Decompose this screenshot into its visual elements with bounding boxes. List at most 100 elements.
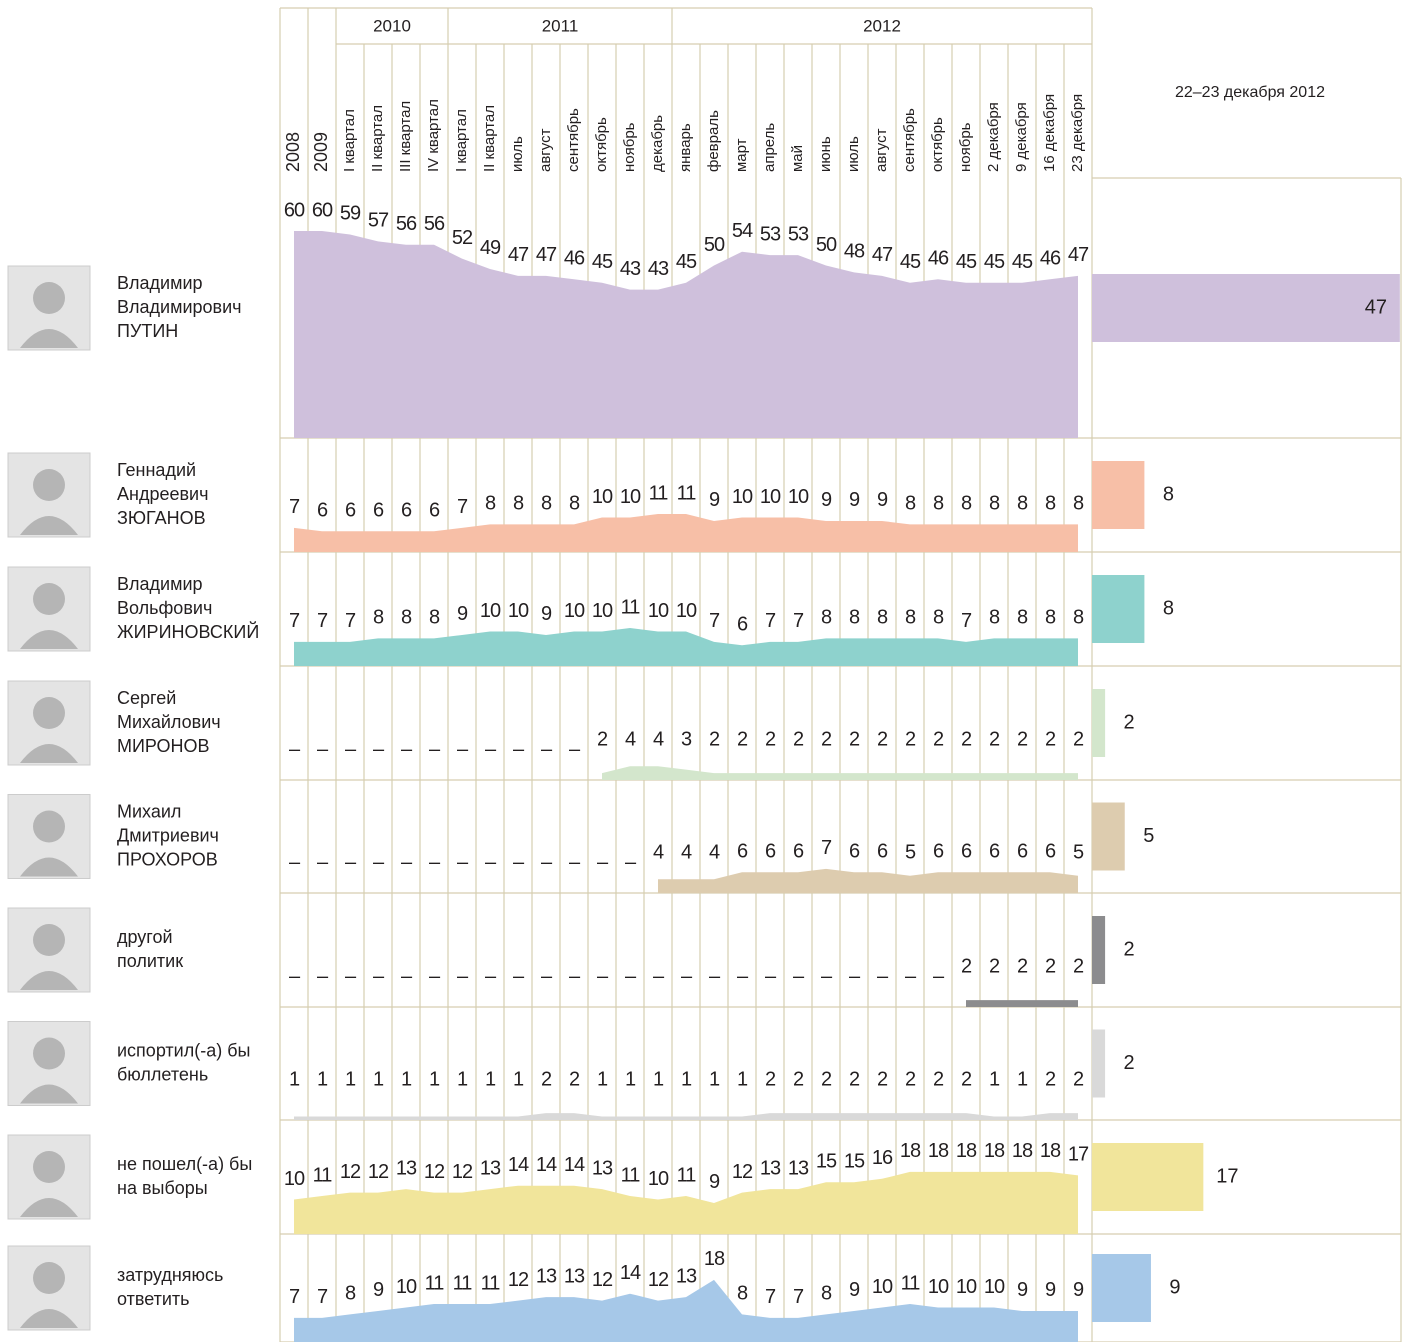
value-label: 12: [368, 1161, 389, 1183]
value-label: –: [597, 851, 609, 873]
value-label: 7: [317, 1286, 328, 1308]
row-name: Владимир: [117, 574, 203, 594]
value-label: –: [485, 965, 497, 987]
current-value: 2: [1124, 938, 1135, 960]
value-label: 47: [1068, 244, 1089, 266]
value-label: 43: [648, 258, 669, 280]
value-label: 10: [760, 486, 781, 508]
period-label: октябрь: [593, 117, 610, 172]
period-label: 9 декабря: [1013, 102, 1030, 172]
period-label: 2 декабря: [985, 102, 1002, 172]
value-label: 12: [508, 1269, 529, 1291]
value-label: 46: [1040, 248, 1061, 270]
period-label: май: [789, 145, 806, 172]
value-label: 10: [928, 1276, 949, 1298]
current-bar: [1092, 803, 1125, 871]
value-label: 2: [877, 1068, 888, 1090]
value-label: –: [289, 851, 301, 873]
value-label: 5: [1073, 841, 1084, 863]
value-label: –: [485, 851, 497, 873]
value-label: 11: [313, 1164, 333, 1186]
value-label: 1: [485, 1068, 496, 1090]
value-label: 2: [1045, 728, 1056, 750]
photo-head: [33, 1151, 65, 1183]
value-label: 18: [900, 1140, 921, 1162]
current-bar: [1092, 1030, 1105, 1098]
value-label: 11: [677, 482, 697, 504]
value-label: 43: [620, 258, 641, 280]
value-label: 8: [541, 493, 552, 515]
grid: [8, 8, 1401, 1342]
value-label: 9: [457, 603, 468, 625]
value-label: 6: [429, 500, 440, 522]
value-label: 2: [989, 728, 1000, 750]
value-label: 2: [793, 728, 804, 750]
value-label: 60: [312, 199, 333, 221]
value-label: 7: [289, 610, 300, 632]
value-label: –: [905, 965, 917, 987]
value-label: 7: [765, 1286, 776, 1308]
value-label: 2: [765, 728, 776, 750]
period-label: март: [733, 138, 750, 172]
value-label: 6: [737, 841, 748, 863]
value-label: 8: [513, 493, 524, 515]
value-label: –: [373, 738, 385, 760]
value-label: 8: [821, 1283, 832, 1305]
photo-head: [33, 469, 65, 501]
value-label: 2: [905, 728, 916, 750]
value-label: –: [681, 965, 693, 987]
value-label: 2: [1073, 728, 1084, 750]
value-label: 8: [1017, 607, 1028, 629]
value-label: –: [485, 738, 497, 760]
value-label: 6: [317, 500, 328, 522]
value-label: 8: [1045, 607, 1056, 629]
value-label: 47: [536, 244, 557, 266]
current-bar: [1092, 274, 1400, 342]
value-label: –: [401, 738, 413, 760]
value-label: 2: [821, 1068, 832, 1090]
value-label: 6: [401, 500, 412, 522]
value-label: 8: [821, 607, 832, 629]
photo-head: [33, 924, 65, 956]
value-label: 59: [340, 203, 361, 225]
photo-head: [33, 1038, 65, 1070]
value-label: 1: [989, 1068, 1000, 1090]
current-bar: [1092, 916, 1105, 984]
value-label: –: [373, 851, 385, 873]
value-label: 2: [1017, 728, 1028, 750]
value-label: 11: [901, 1272, 921, 1294]
value-label: 10: [396, 1276, 417, 1298]
value-label: 1: [737, 1068, 748, 1090]
value-label: –: [569, 738, 581, 760]
value-label: –: [709, 965, 721, 987]
value-label: 1: [1017, 1068, 1028, 1090]
value-label: 1: [373, 1068, 384, 1090]
value-label: 2: [849, 1068, 860, 1090]
value-label: 18: [1012, 1140, 1033, 1162]
value-label: –: [541, 738, 553, 760]
value-label: –: [877, 965, 889, 987]
value-label: 13: [788, 1157, 809, 1179]
period-label: февраль: [705, 110, 722, 172]
period-label: сентябрь: [901, 108, 918, 172]
value-label: 8: [849, 607, 860, 629]
value-label: 13: [592, 1157, 613, 1179]
value-label: 8: [345, 1283, 356, 1305]
current-value: 8: [1163, 597, 1174, 619]
value-label: –: [373, 965, 385, 987]
value-label: 13: [480, 1157, 501, 1179]
value-label: 12: [424, 1161, 445, 1183]
value-label: 6: [765, 841, 776, 863]
value-label: 10: [592, 600, 613, 622]
current-bar: [1092, 1143, 1203, 1211]
value-label: 6: [849, 841, 860, 863]
period-label: август: [873, 128, 890, 172]
row-name: Михайлович: [117, 712, 221, 732]
value-label: 46: [564, 248, 585, 270]
year-label: 2010: [373, 16, 411, 35]
value-label: 60: [284, 199, 305, 221]
value-label: 2: [1073, 955, 1084, 977]
value-label: –: [541, 965, 553, 987]
value-label: 14: [564, 1154, 585, 1176]
row-name: на выборы: [117, 1178, 208, 1198]
